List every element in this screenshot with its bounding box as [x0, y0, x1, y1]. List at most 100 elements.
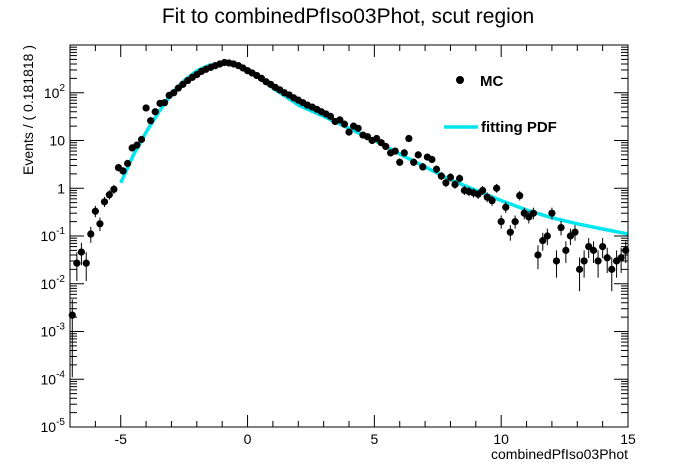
marker — [617, 254, 625, 262]
marker — [511, 218, 519, 226]
x-tick-label: 5 — [370, 431, 378, 447]
x-tick-label: -5 — [115, 431, 128, 447]
data-point — [87, 226, 95, 243]
legend: MC fitting PDF — [444, 73, 557, 136]
marker — [534, 251, 542, 259]
data-point — [580, 250, 588, 278]
marker — [575, 265, 584, 273]
data-point — [594, 250, 602, 278]
y-tick-label: 102 — [44, 83, 66, 101]
marker — [382, 142, 390, 151]
marker — [147, 117, 155, 125]
data-point — [382, 142, 390, 151]
data-point — [548, 207, 556, 220]
data-point — [326, 112, 335, 120]
marker — [396, 158, 404, 166]
data-point — [105, 190, 113, 200]
marker — [340, 120, 349, 128]
y-tick-label: 10-1 — [41, 226, 66, 244]
marker — [488, 197, 496, 205]
y-tick-label: 10-5 — [41, 417, 66, 435]
marker — [91, 207, 99, 215]
marker — [516, 192, 524, 200]
marker — [96, 220, 104, 228]
y-tick-label: 10-3 — [41, 322, 66, 340]
marker — [497, 218, 505, 226]
y-tick-label: 10-4 — [41, 369, 66, 387]
marker — [594, 257, 602, 265]
data-point — [123, 159, 132, 168]
data-point — [419, 163, 427, 171]
data-point — [280, 89, 288, 97]
data-point — [617, 247, 625, 274]
marker — [455, 174, 464, 183]
data-point — [455, 174, 464, 183]
data-point — [589, 241, 598, 263]
marker — [414, 151, 422, 159]
x-axis-label: combinedPfIso03Phot — [491, 446, 628, 462]
data-point — [557, 220, 565, 236]
marker — [326, 112, 335, 120]
data-point — [585, 238, 593, 259]
marker — [161, 99, 169, 107]
marker — [543, 232, 551, 240]
marker — [142, 104, 150, 112]
marker — [133, 141, 141, 149]
data-point — [391, 147, 399, 155]
marker — [585, 242, 593, 251]
y-tick-exponent: 2 — [59, 83, 65, 94]
data-point — [543, 228, 551, 246]
data-point — [340, 120, 349, 128]
data-point — [552, 250, 561, 278]
data-point — [479, 185, 487, 196]
marker — [400, 149, 408, 157]
marker — [110, 185, 118, 193]
y-axis-label: Events / ( 0.181818 ) — [20, 45, 36, 175]
data-point — [373, 134, 381, 143]
x-tick-label: 15 — [620, 431, 636, 447]
data-point — [497, 215, 505, 229]
data-point — [151, 108, 159, 116]
marker — [100, 198, 109, 206]
axes: -5 0 5 10 15 10-5 10-4 10-3 10-2 10-1 1 10 102 — [41, 44, 636, 447]
marker — [373, 134, 381, 143]
data-point — [516, 190, 524, 201]
marker — [442, 179, 450, 187]
marker — [446, 173, 455, 181]
data-point — [133, 141, 141, 149]
y-tick-label: 10-2 — [41, 274, 66, 292]
data-point — [100, 196, 109, 208]
data-point — [119, 167, 127, 175]
plot-area — [68, 58, 630, 378]
marker — [493, 184, 501, 192]
data-point — [414, 151, 422, 159]
marker — [529, 209, 537, 217]
data-point — [345, 128, 353, 136]
marker — [608, 265, 616, 273]
data-point — [608, 257, 616, 292]
marker — [571, 228, 579, 236]
y-tick-exponent: -1 — [56, 226, 65, 237]
data-point — [488, 195, 496, 206]
legend-fit-label: fitting PDF — [481, 119, 557, 136]
data-point — [396, 158, 404, 166]
marker — [502, 203, 510, 211]
data-point — [336, 116, 344, 124]
marker — [451, 180, 459, 189]
marker — [105, 191, 113, 199]
data-point — [96, 217, 104, 232]
marker — [405, 134, 413, 143]
marker — [428, 155, 436, 164]
y-tick-exponent: -3 — [56, 322, 65, 333]
marker — [123, 159, 132, 168]
marker — [77, 248, 86, 256]
marker — [539, 237, 547, 245]
data-point — [446, 173, 455, 182]
data-point — [161, 99, 169, 107]
marker — [548, 209, 556, 217]
marker — [589, 246, 598, 254]
data-point — [110, 184, 118, 194]
data-point — [82, 252, 90, 281]
marker — [479, 186, 487, 195]
data-point — [493, 183, 501, 193]
